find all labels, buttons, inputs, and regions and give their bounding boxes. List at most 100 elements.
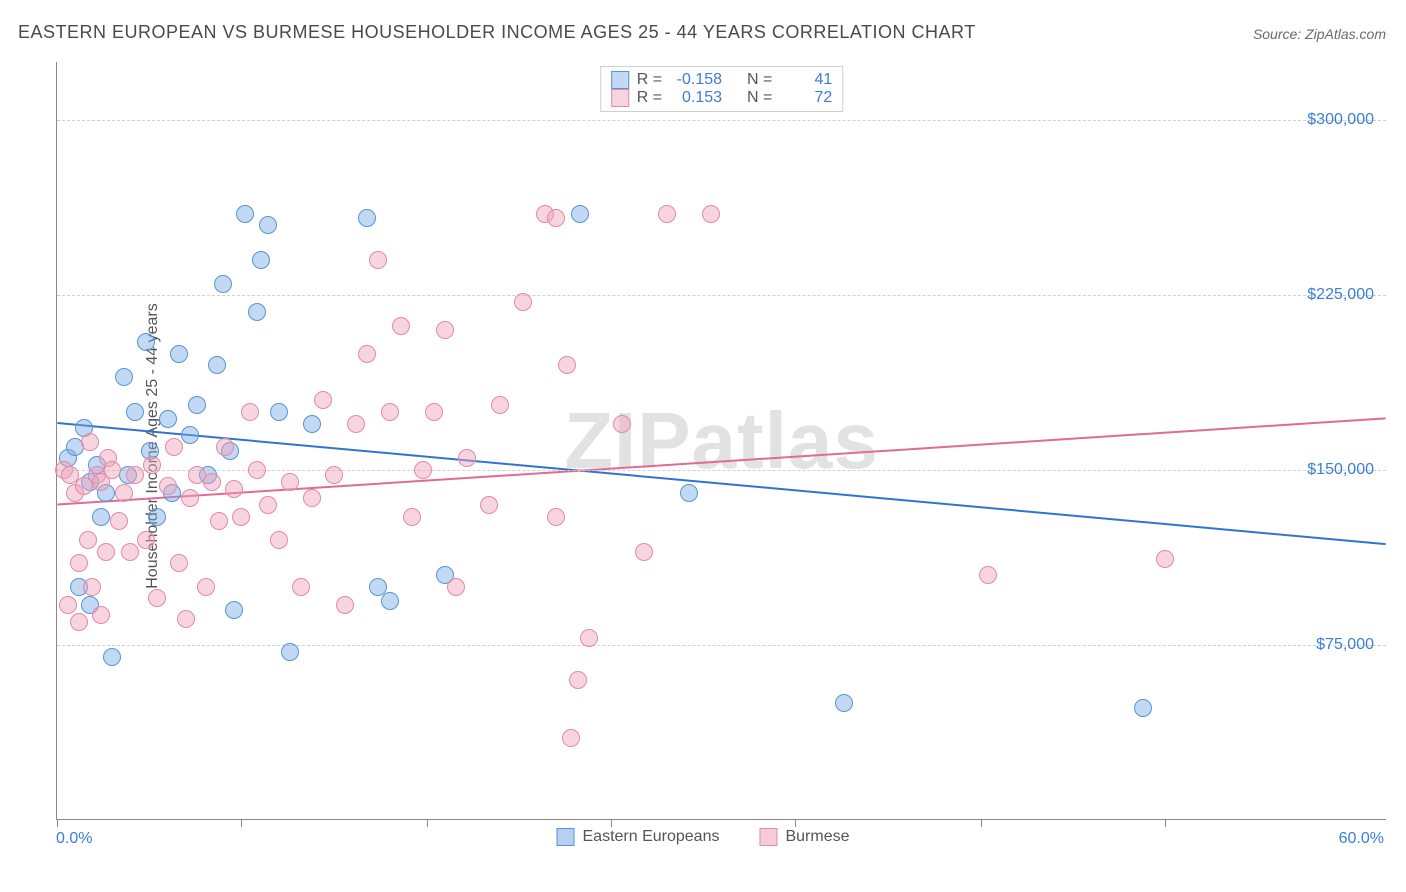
data-point-burmese xyxy=(447,578,465,596)
x-tick xyxy=(427,819,428,827)
data-point-burmese xyxy=(336,596,354,614)
data-point-burmese xyxy=(580,629,598,647)
r-label: R = xyxy=(637,71,662,89)
data-point-burmese xyxy=(358,345,376,363)
data-point-burmese xyxy=(392,317,410,335)
data-point-burmese xyxy=(83,578,101,596)
data-point-eastern xyxy=(236,205,254,223)
data-point-burmese xyxy=(303,489,321,507)
data-point-burmese xyxy=(97,543,115,561)
data-point-burmese xyxy=(414,461,432,479)
data-point-burmese xyxy=(369,251,387,269)
data-point-burmese xyxy=(241,403,259,421)
data-point-eastern xyxy=(835,694,853,712)
watermark-text: ZIPatlas xyxy=(564,395,879,487)
x-tick xyxy=(981,819,982,827)
data-point-burmese xyxy=(121,543,139,561)
data-point-burmese xyxy=(403,508,421,526)
legend-label: Burmese xyxy=(785,828,849,846)
data-point-burmese xyxy=(547,508,565,526)
data-point-eastern xyxy=(181,426,199,444)
data-point-burmese xyxy=(165,438,183,456)
series-legend: Eastern EuropeansBurmese xyxy=(556,828,849,846)
data-point-eastern xyxy=(214,275,232,293)
data-point-burmese xyxy=(480,496,498,514)
n-value: 41 xyxy=(780,71,832,89)
data-point-burmese xyxy=(210,512,228,530)
data-point-eastern xyxy=(92,508,110,526)
data-point-eastern xyxy=(303,415,321,433)
data-point-burmese xyxy=(197,578,215,596)
stats-row-burmese: R = 0.153 N = 72 xyxy=(611,89,833,107)
swatch-icon xyxy=(759,828,777,846)
scatter-plot-area: ZIPatlas R = -0.158 N = 41R = 0.153 N = 72 $… xyxy=(56,62,1386,820)
r-value: -0.158 xyxy=(670,71,722,89)
data-point-burmese xyxy=(248,461,266,479)
data-point-burmese xyxy=(569,671,587,689)
gridline xyxy=(57,120,1386,121)
data-point-burmese xyxy=(1156,550,1174,568)
data-point-burmese xyxy=(547,209,565,227)
data-point-burmese xyxy=(81,433,99,451)
data-point-burmese xyxy=(458,449,476,467)
r-label: R = xyxy=(637,89,662,107)
data-point-eastern xyxy=(188,396,206,414)
data-point-burmese xyxy=(270,531,288,549)
data-point-burmese xyxy=(177,610,195,628)
data-point-burmese xyxy=(232,508,250,526)
data-point-eastern xyxy=(103,648,121,666)
data-point-burmese xyxy=(110,512,128,530)
data-point-burmese xyxy=(79,531,97,549)
r-value: 0.153 xyxy=(670,89,722,107)
data-point-burmese xyxy=(325,466,343,484)
data-point-eastern xyxy=(680,484,698,502)
data-point-burmese xyxy=(137,531,155,549)
data-point-burmese xyxy=(613,415,631,433)
data-point-eastern xyxy=(208,356,226,374)
data-point-burmese xyxy=(281,473,299,491)
data-point-burmese xyxy=(558,356,576,374)
x-tick xyxy=(241,819,242,827)
data-point-burmese xyxy=(159,477,177,495)
y-tick-label: $225,000 xyxy=(1307,286,1374,304)
data-point-eastern xyxy=(170,345,188,363)
data-point-eastern xyxy=(259,216,277,234)
gridline xyxy=(57,645,1386,646)
data-point-burmese xyxy=(216,438,234,456)
x-axis-max-label: 60.0% xyxy=(1339,830,1384,848)
data-point-eastern xyxy=(381,592,399,610)
data-point-burmese xyxy=(292,578,310,596)
data-point-burmese xyxy=(92,606,110,624)
x-axis-min-label: 0.0% xyxy=(56,830,92,848)
legend-item: Burmese xyxy=(759,828,849,846)
data-point-burmese xyxy=(203,473,221,491)
data-point-burmese xyxy=(170,554,188,572)
data-point-eastern xyxy=(159,410,177,428)
correlation-stats-box: R = -0.158 N = 41R = 0.153 N = 72 xyxy=(600,66,844,112)
n-value: 72 xyxy=(780,89,832,107)
data-point-eastern xyxy=(281,643,299,661)
chart-title: EASTERN EUROPEAN VS BURMESE HOUSEHOLDER … xyxy=(18,22,976,43)
data-point-burmese xyxy=(979,566,997,584)
x-tick xyxy=(57,819,58,827)
data-point-burmese xyxy=(562,729,580,747)
data-point-burmese xyxy=(225,480,243,498)
data-point-burmese xyxy=(70,613,88,631)
data-point-eastern xyxy=(225,601,243,619)
n-label: N = xyxy=(747,89,772,107)
data-point-eastern xyxy=(358,209,376,227)
x-tick xyxy=(795,819,796,827)
x-tick xyxy=(611,819,612,827)
data-point-burmese xyxy=(103,461,121,479)
data-point-eastern xyxy=(1134,699,1152,717)
data-point-burmese xyxy=(126,466,144,484)
swatch-icon xyxy=(611,71,629,89)
data-point-burmese xyxy=(181,489,199,507)
data-point-burmese xyxy=(381,403,399,421)
data-point-eastern xyxy=(252,251,270,269)
data-point-burmese xyxy=(658,205,676,223)
data-point-burmese xyxy=(59,596,77,614)
data-point-eastern xyxy=(126,403,144,421)
data-point-burmese xyxy=(436,321,454,339)
gridline xyxy=(57,295,1386,296)
